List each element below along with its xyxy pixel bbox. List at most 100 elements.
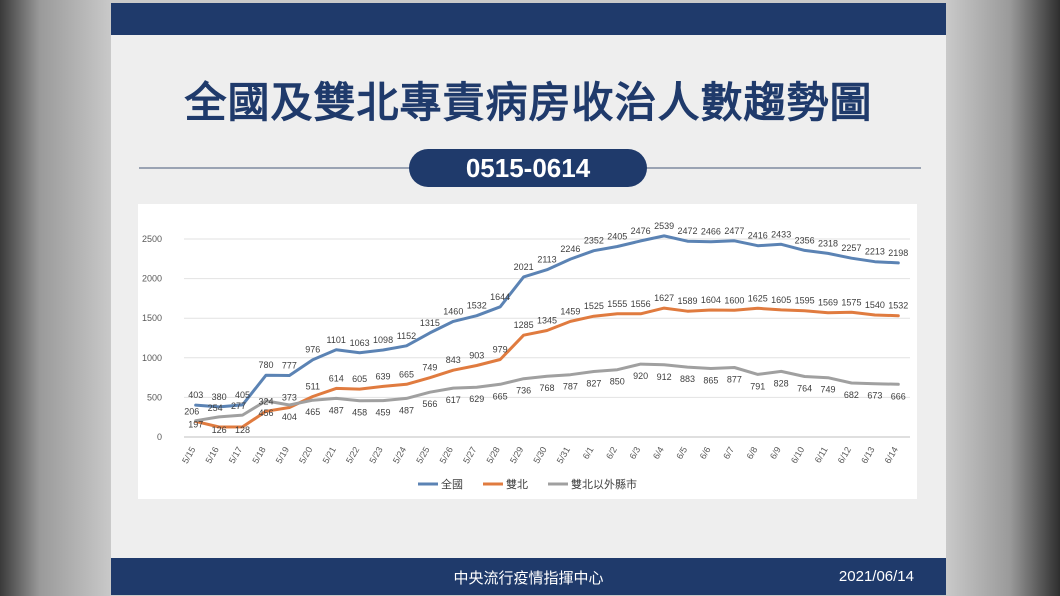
- data-label: 665: [493, 391, 508, 401]
- x-tick-label: 6/12: [836, 445, 853, 465]
- trend-line-chart: 0 500 1000 1500 2000 2500 5/15 5/16 5/17 5/18 5/19…: [142, 221, 910, 491]
- data-label: 1532: [888, 301, 908, 311]
- y-tick-label: 2500: [142, 234, 162, 244]
- top-banner: [111, 3, 946, 35]
- data-label: 324: [258, 396, 273, 406]
- data-label: 1604: [701, 295, 721, 305]
- legend-label: 雙北以外縣市: [571, 477, 637, 491]
- data-label: 2466: [701, 227, 721, 237]
- data-label: 736: [516, 386, 531, 396]
- data-label: 614: [329, 373, 344, 383]
- x-tick-label: 5/30: [531, 445, 548, 465]
- x-tick-label: 6/4: [651, 445, 666, 461]
- data-label: 197: [188, 419, 203, 429]
- data-label: 459: [376, 408, 391, 418]
- x-tick-label: 6/6: [698, 445, 713, 461]
- data-label: 682: [844, 390, 859, 400]
- data-label: 827: [586, 379, 601, 389]
- data-label: 2477: [724, 226, 744, 236]
- data-label: 787: [563, 382, 578, 392]
- data-label: 2318: [818, 238, 838, 248]
- x-tick-label: 6/3: [627, 445, 642, 461]
- x-tick-label: 5/16: [203, 445, 220, 465]
- data-label: 456: [258, 408, 273, 418]
- data-label: 2476: [631, 226, 651, 236]
- data-label: 865: [703, 375, 718, 385]
- x-tick-label: 5/27: [461, 445, 478, 465]
- data-label: 617: [446, 395, 461, 405]
- x-tick-label: 5/23: [367, 445, 384, 465]
- data-label: 2352: [584, 236, 604, 246]
- data-label: 380: [212, 392, 227, 402]
- data-label: 1556: [631, 299, 651, 309]
- data-label: 487: [329, 405, 344, 415]
- data-label: 912: [657, 372, 672, 382]
- data-label: 764: [797, 383, 812, 393]
- data-label: 979: [493, 344, 508, 354]
- x-tick-label: 6/7: [721, 445, 736, 461]
- x-tick-label: 5/31: [555, 445, 572, 465]
- data-label: 128: [235, 425, 250, 435]
- data-label: 1644: [490, 292, 510, 302]
- x-tick-label: 6/10: [789, 445, 806, 465]
- x-tick-label: 5/19: [274, 445, 291, 465]
- x-tick-label: 6/8: [745, 445, 760, 461]
- x-tick-label: 6/9: [768, 445, 783, 461]
- data-label: 877: [727, 375, 742, 385]
- data-label: 1345: [537, 315, 557, 325]
- data-label: 1540: [865, 300, 885, 310]
- legend-label: 全國: [441, 477, 463, 491]
- x-tick-label: 5/15: [180, 445, 197, 465]
- data-label: 1569: [818, 298, 838, 308]
- data-label: 768: [539, 383, 554, 393]
- data-label: 1063: [350, 338, 370, 348]
- x-tick-label: 5/22: [344, 445, 361, 465]
- y-tick-label: 2000: [142, 274, 162, 284]
- data-label: 403: [188, 390, 203, 400]
- x-tick-label: 5/18: [250, 445, 267, 465]
- data-label: 2257: [841, 243, 861, 253]
- data-label: 1627: [654, 293, 674, 303]
- footer-bar: 中央流行疫情指揮中心 2021/06/14: [111, 558, 946, 595]
- data-label: 749: [422, 363, 437, 373]
- y-tick-label: 1000: [142, 353, 162, 363]
- data-label: 1589: [678, 296, 698, 306]
- data-label: 1285: [514, 320, 534, 330]
- data-label: 1101: [327, 335, 346, 345]
- data-label: 673: [867, 391, 882, 401]
- data-label: 1098: [373, 335, 393, 345]
- data-label: 1525: [584, 301, 604, 311]
- data-label: 404: [282, 412, 297, 422]
- x-tick-label: 6/2: [604, 445, 619, 461]
- data-label: 850: [610, 377, 625, 387]
- data-label: 2416: [748, 231, 768, 241]
- footer-organization: 中央流行疫情指揮中心: [453, 569, 604, 587]
- x-tick-label: 5/20: [297, 445, 314, 465]
- x-tick-label: 5/26: [438, 445, 455, 465]
- data-label: 487: [399, 405, 414, 415]
- series-line-3: [194, 362, 900, 423]
- data-label: 2113: [537, 255, 556, 265]
- slide: 全國及雙北專責病房收治人數趨勢圖 0515-0614 0 500 1000 1500 2…: [111, 3, 946, 595]
- x-tick-label: 5/24: [391, 445, 408, 465]
- data-label: 277: [231, 401, 246, 411]
- data-label: 777: [282, 360, 297, 370]
- data-label: 1595: [795, 296, 815, 306]
- data-label: 629: [469, 394, 484, 404]
- y-tick-label: 0: [157, 432, 162, 442]
- x-tick-label: 6/11: [813, 445, 830, 465]
- legend-label: 雙北: [506, 478, 528, 491]
- footer-date: 2021/06/14: [838, 568, 914, 585]
- data-label: 1315: [420, 318, 440, 328]
- x-tick-label: 6/5: [674, 445, 689, 461]
- data-label: 1600: [724, 295, 744, 305]
- data-label: 780: [258, 360, 273, 370]
- x-tick-label: 5/21: [321, 445, 338, 465]
- data-label: 843: [446, 355, 461, 365]
- data-label: 791: [750, 381, 765, 391]
- data-label: 465: [305, 407, 320, 417]
- data-label: 2472: [678, 226, 698, 236]
- x-tick-label: 5/17: [227, 445, 244, 465]
- data-label: 254: [208, 403, 223, 413]
- data-label: 1460: [443, 306, 463, 316]
